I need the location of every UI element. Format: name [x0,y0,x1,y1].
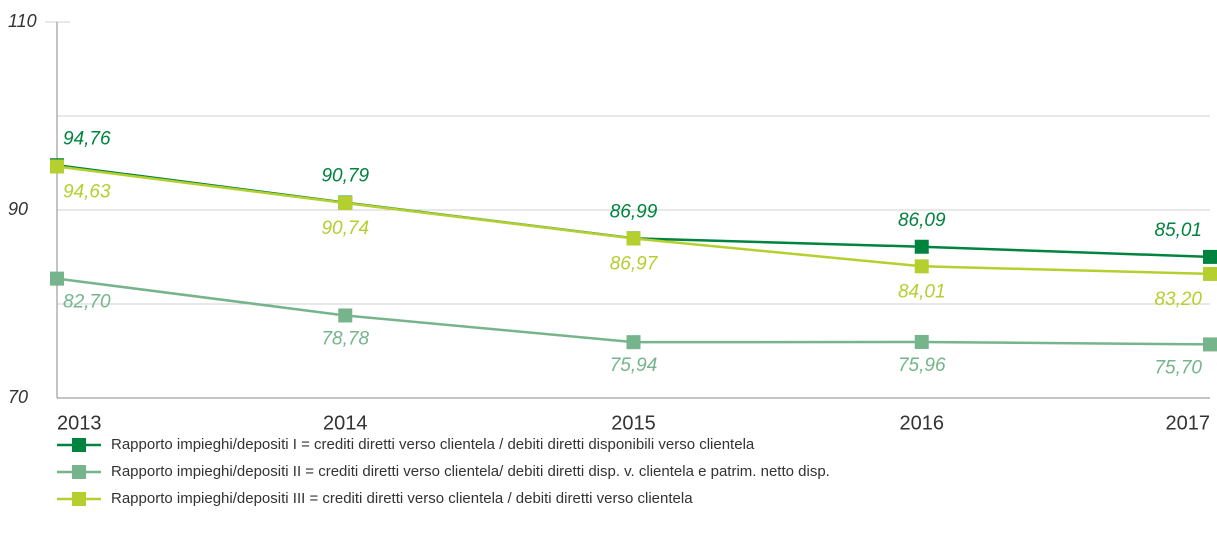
marker [914,259,929,274]
value-label: 78,78 [321,328,369,349]
legend-label: Rapporto impieghi/depositi I = crediti d… [111,436,755,453]
y-tick-label: 90 [8,199,28,219]
value-label: 90,79 [321,166,369,187]
value-label: 86,99 [610,201,658,222]
value-label: 85,01 [1154,220,1202,241]
x-tick-label: 2015 [611,412,656,434]
legend-label: Rapporto impieghi/depositi II = crediti … [111,463,830,480]
value-label: 75,70 [1154,357,1202,378]
marker [626,231,641,246]
marker [338,196,353,211]
x-tick-label: 2014 [323,412,368,434]
value-label: 86,97 [610,253,659,274]
value-label: 82,70 [63,292,111,313]
legend-label: Rapporto impieghi/depositi III = crediti… [111,490,693,507]
value-label: 75,96 [898,355,946,376]
y-tick-label: 110 [8,11,37,31]
legend-marker [72,438,86,452]
marker [626,335,641,350]
legend-marker [72,465,86,479]
value-label: 75,94 [610,355,658,376]
value-label: 94,63 [63,181,111,202]
marker [50,271,64,286]
marker [338,308,353,323]
line [56,277,1211,346]
y-tick-label: 70 [8,387,28,407]
value-label: 83,20 [1154,289,1202,310]
marker [914,334,929,349]
value-label: 94,76 [63,128,111,149]
marker [1203,337,1217,352]
value-label: 90,74 [321,218,369,239]
value-label: 84,01 [898,281,946,302]
marker [1203,249,1217,264]
marker [50,159,64,174]
x-tick-label: 2016 [900,412,945,434]
marker [914,239,929,254]
legend-marker [72,492,86,506]
x-tick-label: 2017 [1166,412,1211,434]
x-tick-label: 2013 [57,412,102,434]
value-label: 86,09 [898,210,946,231]
marker [1203,266,1217,281]
